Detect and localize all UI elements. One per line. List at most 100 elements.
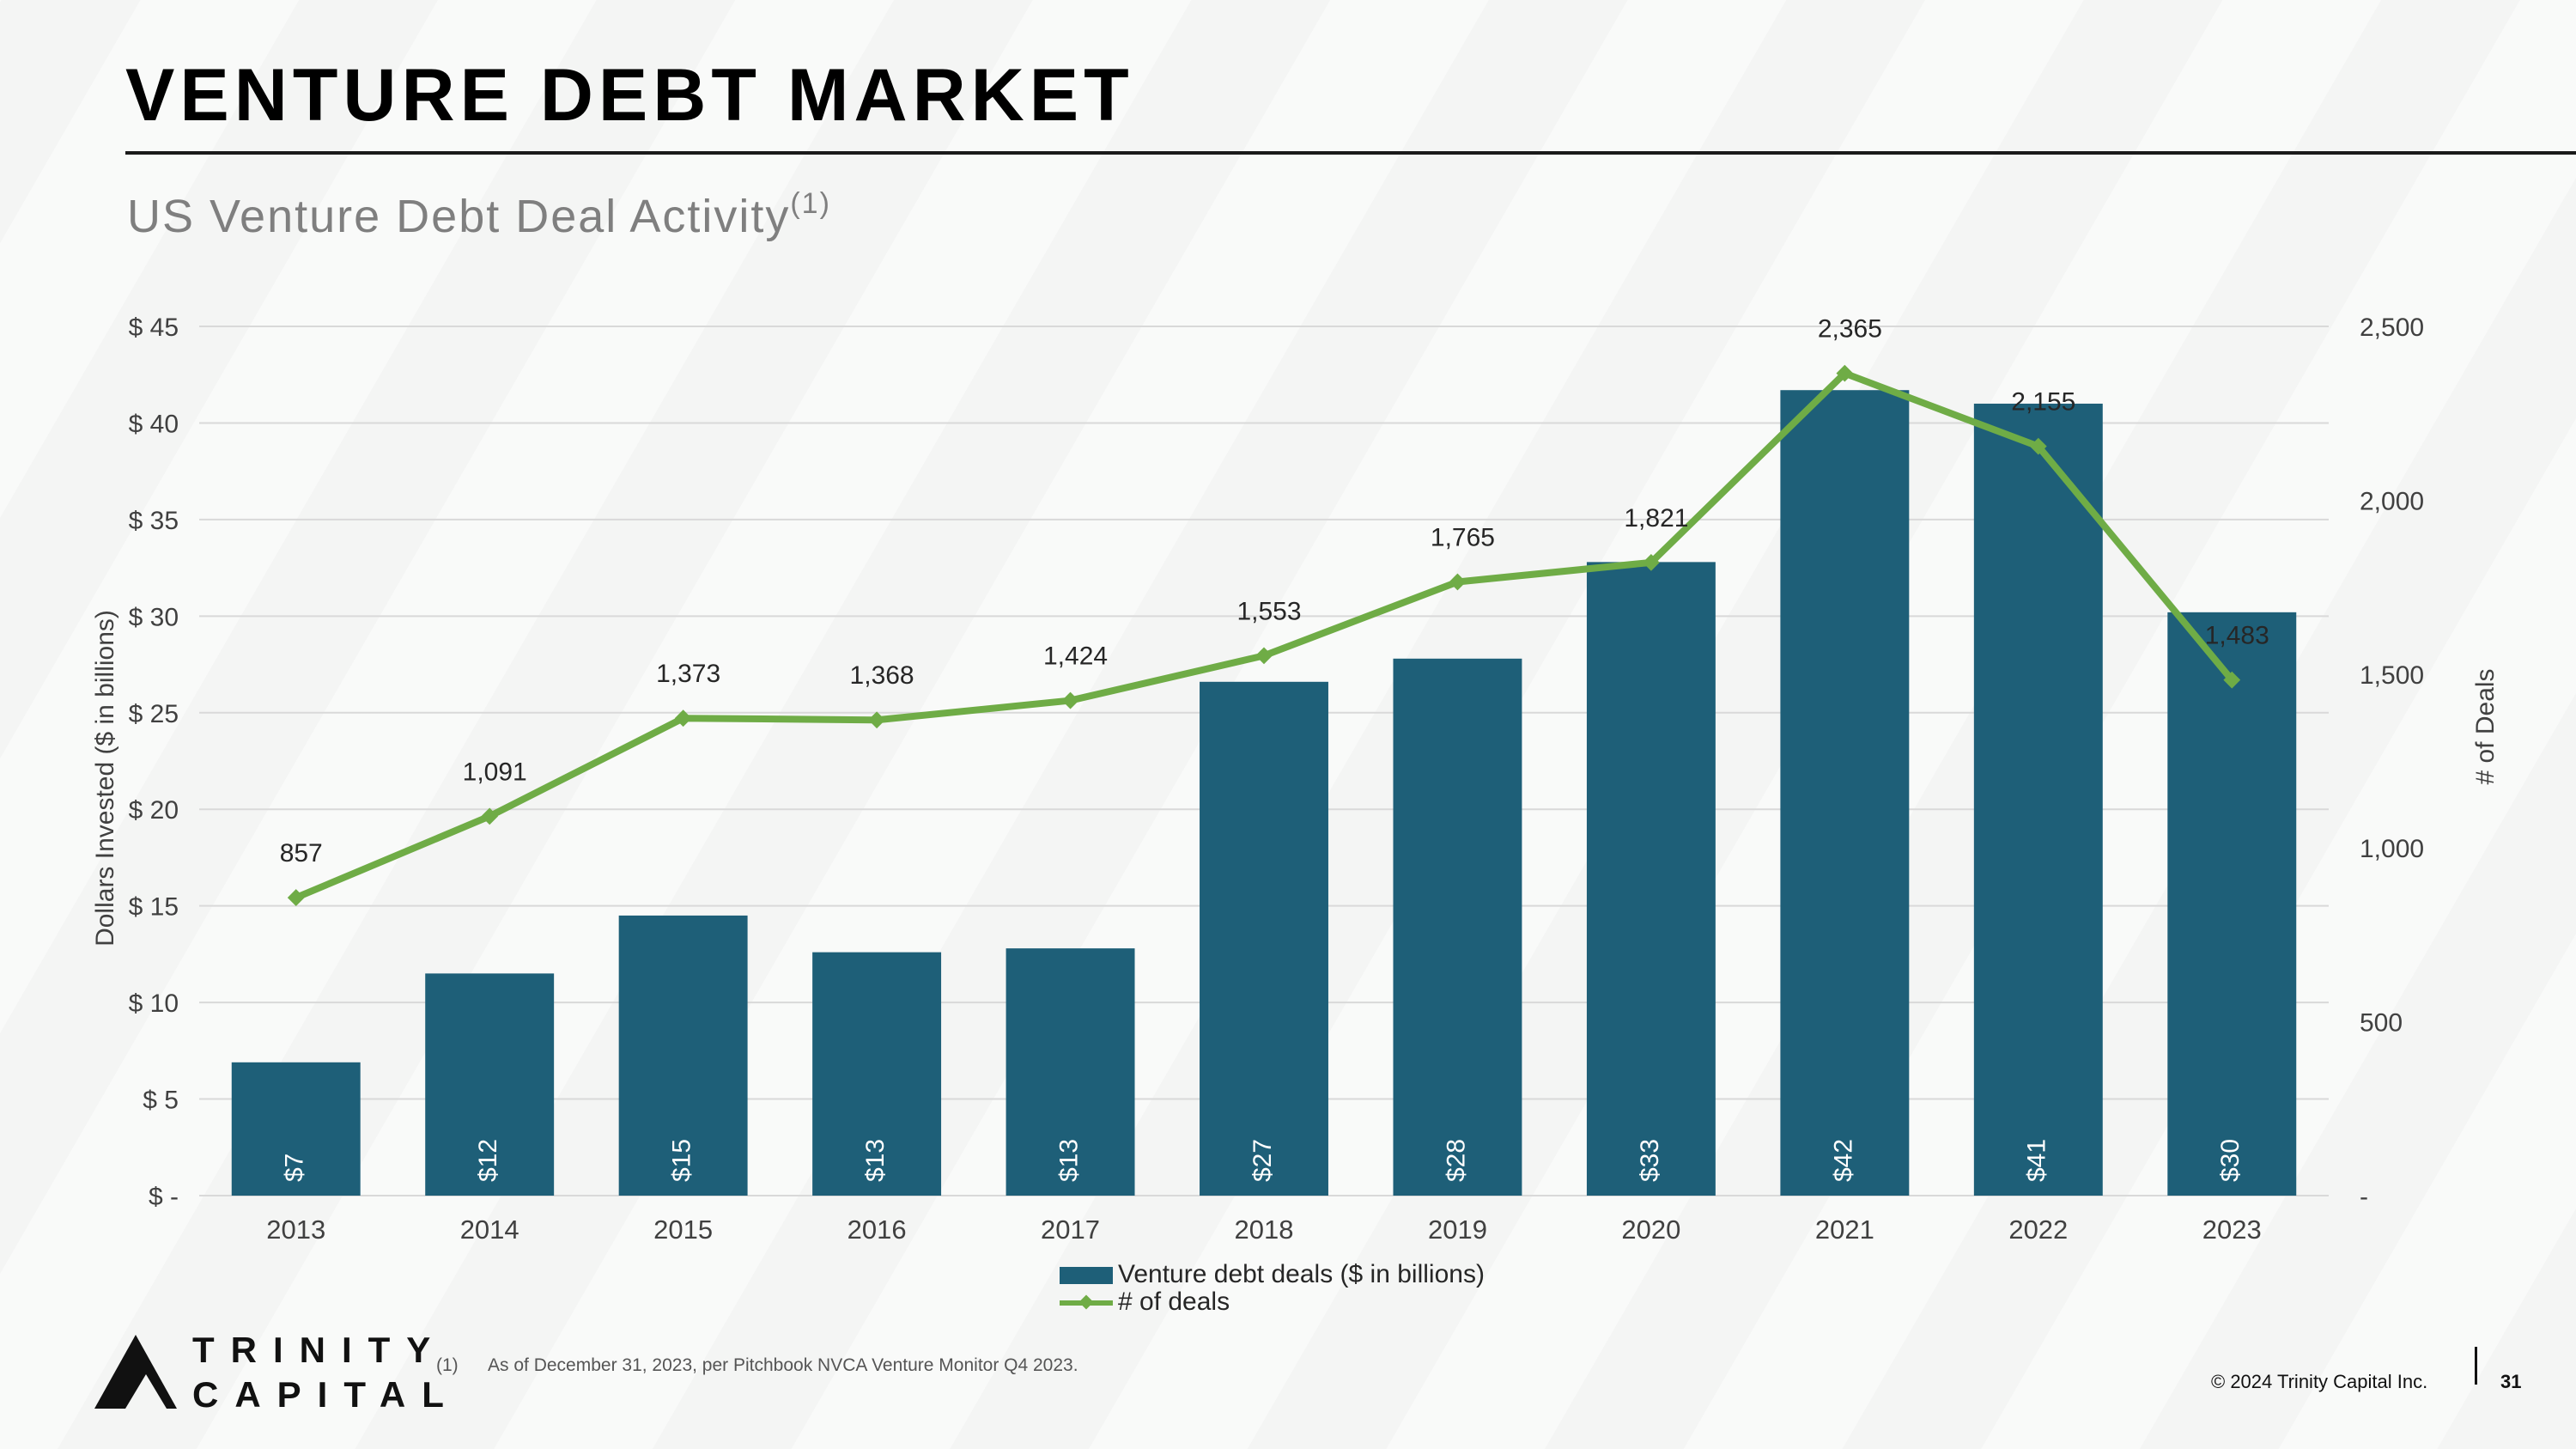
y2-tick-label: 500 bbox=[2360, 1009, 2403, 1038]
deals-marker bbox=[2029, 437, 2047, 455]
x-tick-label: 2015 bbox=[653, 1215, 713, 1245]
bar-2017 bbox=[1005, 948, 1135, 1196]
footnote: (1) As of December 31, 2023, per Pitchboo… bbox=[436, 1355, 1078, 1376]
x-tick-label: 2018 bbox=[1235, 1215, 1294, 1245]
x-tick-label: 2021 bbox=[1815, 1215, 1874, 1245]
legend-label-line: # of deals bbox=[1118, 1288, 1230, 1316]
legend-swatch-line bbox=[1060, 1300, 1113, 1306]
legend-item-line: # of deals bbox=[1060, 1288, 1485, 1316]
bar-2022 bbox=[1973, 403, 2103, 1196]
bar-value-label: $13 bbox=[861, 1139, 890, 1182]
legend-item-bars: Venture debt deals ($ in billions) bbox=[1060, 1261, 1485, 1288]
bar-2019 bbox=[1393, 658, 1522, 1196]
bar-2014 bbox=[425, 973, 555, 1196]
y-tick-label: $ 35 bbox=[129, 507, 179, 535]
x-tick-label: 2017 bbox=[1041, 1215, 1100, 1245]
title-divider bbox=[125, 151, 2576, 155]
bar-value-label: $27 bbox=[1249, 1139, 1277, 1182]
bar-value-label: $41 bbox=[2023, 1139, 2051, 1182]
data-labels: $7 $12 $15 $13 $13 $27 $28 $33 $42 $41 $30 857 1,091… bbox=[280, 315, 2269, 1182]
deals-marker bbox=[1643, 553, 1660, 571]
bar-value-label: $33 bbox=[1636, 1139, 1664, 1182]
page-number: 31 bbox=[2500, 1371, 2522, 1392]
deals-value-label: 1,821 bbox=[1624, 504, 1688, 533]
deals-marker bbox=[1836, 364, 1854, 382]
deals-value-label: 1,373 bbox=[656, 660, 720, 688]
y-tick-label: $ 20 bbox=[129, 796, 179, 825]
page-number-divider bbox=[2475, 1347, 2477, 1385]
x-tick-label: 2023 bbox=[2202, 1215, 2262, 1245]
deals-marker bbox=[1255, 647, 1273, 665]
logo-triangle-icon bbox=[94, 1335, 177, 1409]
y-tick-label: $ 25 bbox=[129, 700, 179, 728]
deals-marker bbox=[481, 807, 499, 825]
deals-value-label: 1,483 bbox=[2205, 622, 2269, 650]
bar-2020 bbox=[1586, 562, 1716, 1196]
bar-2023 bbox=[2167, 612, 2297, 1196]
bar-2013 bbox=[231, 1062, 361, 1196]
deals-marker bbox=[2223, 671, 2241, 689]
y2-tick-label: 2,500 bbox=[2360, 314, 2424, 342]
x-tick-label: 2016 bbox=[848, 1215, 907, 1245]
deals-value-label: 1,765 bbox=[1431, 524, 1495, 552]
x-tick-label: 2019 bbox=[1428, 1215, 1487, 1245]
bar-value-label: $13 bbox=[1054, 1139, 1083, 1182]
page-title: VENTURE DEBT MARKET bbox=[125, 54, 1134, 137]
deals-marker bbox=[1061, 691, 1079, 709]
bar-2016 bbox=[812, 952, 942, 1196]
y2-tick-label: 1,000 bbox=[2360, 835, 2424, 863]
deals-marker bbox=[1449, 573, 1467, 591]
chart-legend: Venture debt deals ($ in billions) # of … bbox=[1060, 1261, 1485, 1316]
footnote-text: As of December 31, 2023, per Pitchbook N… bbox=[488, 1355, 1078, 1375]
bar-series bbox=[231, 390, 2297, 1196]
x-tick-label: 2013 bbox=[266, 1215, 325, 1245]
deals-value-label: 1,553 bbox=[1236, 597, 1301, 625]
logo-text-trinity: TRINITY bbox=[192, 1330, 447, 1370]
deals-marker bbox=[287, 889, 305, 906]
bar-value-label: $30 bbox=[2216, 1139, 2245, 1182]
deals-value-label: 1,091 bbox=[463, 758, 527, 786]
line-series bbox=[287, 364, 2241, 906]
deals-marker bbox=[674, 709, 692, 728]
footnote-number: (1) bbox=[436, 1355, 459, 1375]
x-tick-label: 2014 bbox=[460, 1215, 519, 1245]
y2-tick-label: 1,500 bbox=[2360, 661, 2424, 690]
y-tick-label: $ 30 bbox=[129, 603, 179, 631]
y-tick-label: $ 5 bbox=[143, 1087, 179, 1115]
bar-2021 bbox=[1780, 390, 1910, 1196]
copyright: © 2024 Trinity Capital Inc. bbox=[2211, 1371, 2428, 1392]
deals-value-label: 2,155 bbox=[2011, 388, 2075, 417]
bar-value-label: $15 bbox=[668, 1139, 696, 1182]
y-tick-label: $ 10 bbox=[129, 989, 179, 1018]
y2-axis-title: # of Deals bbox=[2471, 668, 2500, 784]
bar-value-label: $42 bbox=[1829, 1139, 1857, 1182]
y-tick-label: $ 15 bbox=[129, 893, 179, 922]
x-tick-label: 2022 bbox=[2008, 1215, 2068, 1245]
subtitle-text: US Venture Debt Deal Activity bbox=[127, 191, 791, 242]
y-tick-label: $ - bbox=[149, 1183, 179, 1211]
y2-tick-label: - bbox=[2360, 1183, 2368, 1211]
y2-tick-label: 2,000 bbox=[2360, 487, 2424, 515]
trinity-capital-logo: TRINITY CAPITAL bbox=[93, 1330, 444, 1416]
bar-value-label: $12 bbox=[474, 1139, 502, 1182]
bar-2015 bbox=[618, 915, 748, 1196]
bar-value-label: $28 bbox=[1442, 1139, 1470, 1182]
axes: $ - $ 5 $ 10 $ 15 $ 20 $ 25 $ 30 $ 35 $ 40 $ 45 - 5… bbox=[91, 314, 2500, 1245]
deals-value-label: 1,368 bbox=[850, 661, 914, 690]
y-tick-label: $ 40 bbox=[129, 410, 179, 438]
deals-value-label: 857 bbox=[280, 839, 323, 868]
bar-2018 bbox=[1200, 681, 1328, 1196]
legend-label-bars: Venture debt deals ($ in billions) bbox=[1118, 1260, 1485, 1288]
legend-swatch-bar bbox=[1060, 1267, 1113, 1285]
logo-text-capital: CAPITAL bbox=[192, 1374, 460, 1415]
deals-marker bbox=[868, 711, 885, 729]
chart-subtitle: US Venture Debt Deal Activity(1) bbox=[127, 187, 831, 243]
y-tick-label: $ 45 bbox=[129, 314, 179, 342]
bar-value-label: $7 bbox=[281, 1154, 309, 1182]
x-tick-label: 2020 bbox=[1621, 1215, 1680, 1245]
deals-value-label: 2,365 bbox=[1818, 315, 1882, 344]
deals-value-label: 1,424 bbox=[1043, 642, 1108, 671]
subtitle-footnote-ref: (1) bbox=[790, 187, 831, 220]
y-axis-title: Dollars Invested ($ in billions) bbox=[91, 610, 119, 947]
